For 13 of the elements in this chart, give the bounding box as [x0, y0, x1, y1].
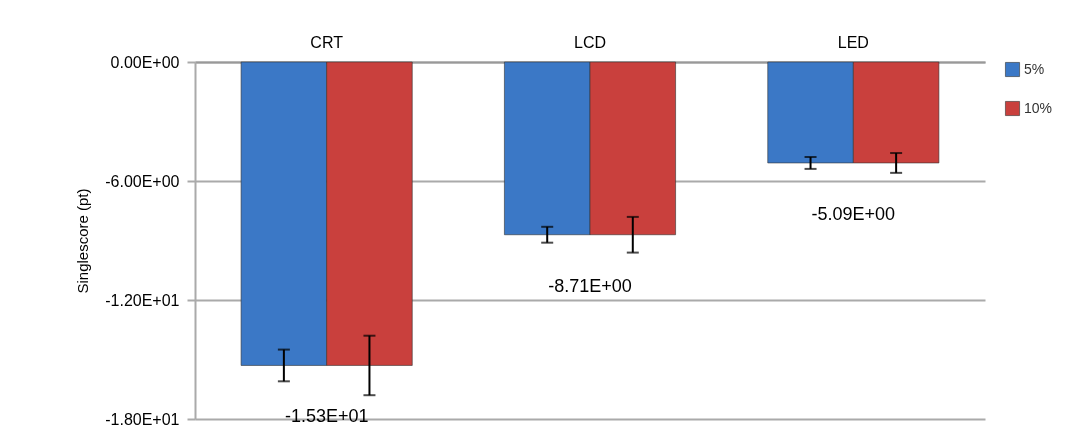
- legend-label: 10%: [1024, 99, 1053, 116]
- annotation: -5.09E+00: [811, 203, 896, 224]
- annotation: -1.53E+01: [284, 406, 369, 427]
- y-tick-label: -1.20E+01: [105, 291, 180, 309]
- annotation: -8.71E+00: [548, 275, 632, 296]
- x-tick-label: CRT: [310, 33, 344, 51]
- x-tick-label: LCD: [573, 33, 607, 51]
- legend-label: 5%: [1024, 60, 1045, 77]
- y-axis-title: Singlescore (pt): [74, 188, 92, 294]
- x-tick-label: LED: [837, 33, 869, 51]
- y-tick-label: -1.80E+01: [105, 410, 180, 428]
- y-tick-label: 0.00E+00: [110, 53, 180, 71]
- y-tick-label: -6.00E+00: [105, 172, 180, 190]
